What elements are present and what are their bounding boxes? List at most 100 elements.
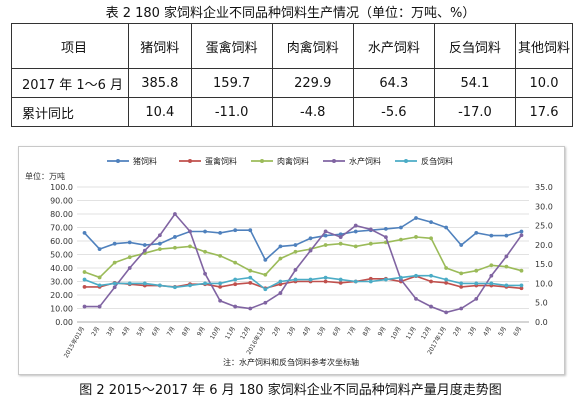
data-point	[263, 258, 268, 262]
data-point	[97, 275, 102, 280]
x-tick-label: 9月	[377, 326, 388, 338]
data-point	[188, 244, 192, 249]
data-point	[248, 280, 253, 285]
data-point	[97, 304, 102, 309]
data-point	[127, 281, 132, 286]
data-point	[142, 248, 147, 253]
data-point	[82, 285, 87, 289]
data-point	[82, 277, 87, 282]
data-point	[323, 279, 328, 284]
feed-trend-chart: 猪饲料 蛋禽饲料 肉禽饲料 水产饲料 反刍饲料 单位：万吨 0.0010.0020.00…	[25, 156, 553, 367]
series-line	[84, 274, 522, 291]
data-point	[203, 229, 207, 234]
data-point	[399, 225, 403, 230]
series-line	[83, 217, 522, 262]
data-point	[353, 229, 358, 234]
data-point	[248, 228, 253, 233]
data-point	[368, 279, 373, 284]
data-point	[474, 281, 479, 286]
data-point	[323, 275, 328, 280]
x-tick-label: 6月	[151, 326, 162, 338]
table-caption: 表 2 180 家饲料企业不同品种饲料生产情况（单位：万吨、%）	[105, 6, 476, 21]
y2-tick-label: 15.0	[535, 260, 553, 269]
data-point	[157, 241, 162, 246]
data-point	[519, 229, 524, 234]
legend-marker	[116, 159, 120, 163]
data-point	[444, 277, 449, 282]
x-tick-label: 8月	[181, 326, 192, 338]
data-point	[444, 280, 449, 285]
x-tick-label: 7月	[346, 326, 357, 338]
data-point	[519, 233, 524, 238]
data-point	[97, 247, 102, 251]
data-point	[504, 264, 509, 269]
legend-marker	[404, 159, 408, 163]
data-point	[429, 236, 433, 241]
data-point	[368, 276, 373, 281]
x-tick-label: 12月	[239, 326, 252, 341]
data-point	[519, 286, 524, 291]
y-tick-label: 50.00	[50, 251, 73, 260]
table-cell: 54.1	[433, 68, 517, 98]
data-point	[188, 229, 192, 234]
data-point	[338, 280, 343, 285]
data-point	[368, 241, 373, 246]
data-point	[218, 285, 223, 289]
legend-marker	[260, 159, 264, 163]
table-row: 累计同比 10.4 -11.0 -4.8 -5.6 -17.0 17.6	[11, 97, 573, 127]
data-point	[353, 279, 358, 284]
data-point	[399, 237, 403, 242]
y-tick-label: 70.00	[50, 224, 73, 233]
data-point	[293, 268, 298, 272]
data-point	[218, 298, 223, 303]
data-point	[233, 260, 238, 265]
x-tick-label: 3月	[467, 326, 478, 338]
data-point	[82, 304, 87, 309]
table-cell: -4.8	[271, 97, 354, 127]
y2-tick-label: 20.0	[535, 241, 553, 250]
x-tick-label: 9月	[196, 326, 207, 338]
data-point	[399, 275, 403, 280]
data-point	[459, 306, 464, 311]
data-point	[459, 281, 464, 286]
x-tick-label: 10月	[390, 326, 403, 341]
x-tick-label: 4月	[120, 326, 131, 338]
data-point	[308, 277, 313, 282]
table-cell: 10.4	[128, 97, 192, 127]
table-cell: 385.8	[128, 68, 192, 98]
data-point	[308, 248, 313, 253]
table-cell: 10.0	[515, 68, 573, 98]
header-item: 项目	[11, 23, 129, 69]
header-meat-poultry-feed: 肉禽饲料	[271, 23, 354, 69]
data-point	[504, 283, 509, 288]
data-point	[489, 273, 494, 278]
table-cell: 17.6	[515, 97, 573, 127]
data-point	[338, 235, 343, 240]
x-tick-label: 7月	[166, 326, 177, 338]
x-tick-label: 2015年01月	[62, 325, 86, 359]
data-point	[519, 268, 524, 273]
row-label: 2017 年 1～6 月	[11, 68, 129, 98]
data-point	[263, 300, 268, 305]
data-point	[278, 256, 283, 261]
header-other-feed: 其他饲料	[515, 23, 573, 69]
y2-tick-label: 35.0	[535, 183, 553, 192]
y-tick-label: 80.00	[50, 210, 73, 219]
x-tick-label: 3月	[286, 326, 297, 338]
header-egg-poultry-feed: 蛋禽饲料	[190, 23, 273, 69]
data-point	[173, 235, 177, 239]
row-label: 累计同比	[11, 97, 129, 127]
data-point	[459, 243, 464, 247]
chart-grid	[77, 186, 529, 323]
data-point	[203, 281, 207, 286]
data-point	[504, 254, 509, 259]
data-point	[233, 282, 238, 287]
data-point	[459, 271, 464, 276]
data-point	[338, 241, 343, 246]
x-tick-label: 5月	[316, 326, 327, 338]
data-point	[353, 223, 358, 228]
left-y-axis: 0.00 10.00 20.00 30.00 40.00 50.00 60.00 70.00 8…	[50, 183, 73, 327]
data-point	[414, 296, 418, 301]
data-point	[338, 277, 343, 282]
data-point	[112, 285, 117, 290]
